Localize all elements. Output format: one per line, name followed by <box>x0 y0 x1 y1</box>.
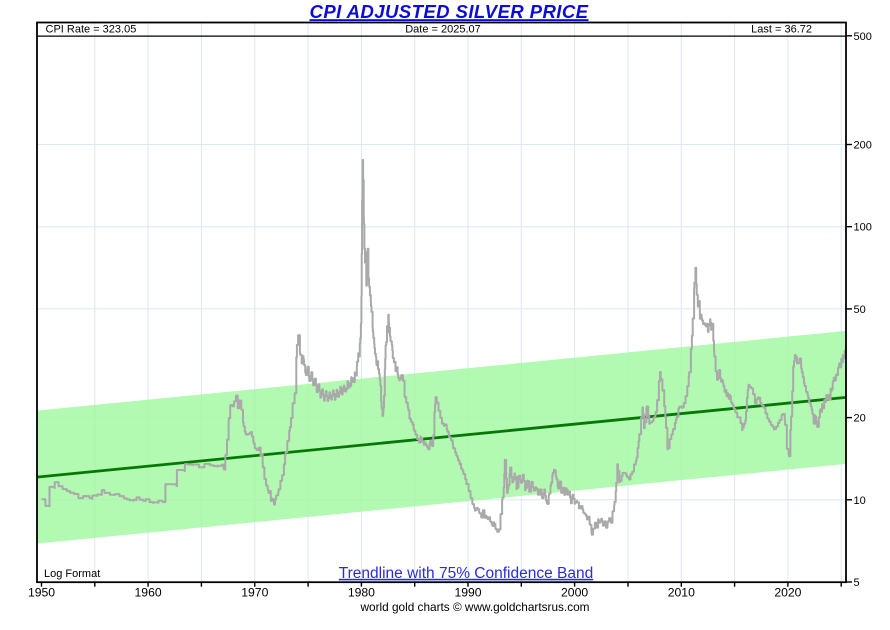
svg-text:Trendline with 75% Confidence: Trendline with 75% Confidence Band <box>339 565 593 582</box>
svg-text:2000: 2000 <box>561 586 588 600</box>
svg-text:100: 100 <box>854 222 872 234</box>
svg-text:1950: 1950 <box>28 586 55 600</box>
svg-text:1970: 1970 <box>241 586 268 600</box>
svg-text:50: 50 <box>854 304 866 316</box>
svg-text:1960: 1960 <box>135 586 162 600</box>
svg-text:CPI Rate = 323.05: CPI Rate = 323.05 <box>46 24 137 36</box>
svg-text:2010: 2010 <box>668 586 695 600</box>
svg-text:CPI ADJUSTED SILVER PRICE: CPI ADJUSTED SILVER PRICE <box>310 1 589 22</box>
svg-text:5: 5 <box>854 577 860 589</box>
svg-text:10: 10 <box>854 495 866 507</box>
svg-text:Date = 2025.07: Date = 2025.07 <box>405 24 481 36</box>
svg-text:500: 500 <box>854 31 872 43</box>
svg-text:20: 20 <box>854 413 866 425</box>
svg-text:2020: 2020 <box>774 586 801 600</box>
svg-text:world gold charts © www.goldch: world gold charts © www.goldchartsrus.co… <box>360 600 590 614</box>
svg-text:1980: 1980 <box>348 586 375 600</box>
svg-text:200: 200 <box>854 140 872 152</box>
svg-text:1990: 1990 <box>454 586 481 600</box>
svg-text:Log Format: Log Format <box>44 568 100 580</box>
svg-text:Last = 36.72: Last = 36.72 <box>751 24 812 36</box>
